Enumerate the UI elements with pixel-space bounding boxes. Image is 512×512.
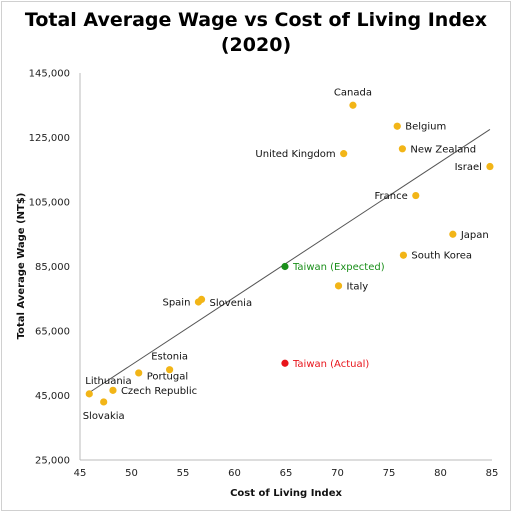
- y-axis-title: Total Average Wage (NT$): [16, 193, 27, 340]
- data-point: [334, 282, 343, 290]
- data-point: [486, 162, 494, 171]
- data-point: [399, 251, 408, 259]
- data-label: South Korea: [411, 251, 472, 262]
- data-label: Taiwan (Actual): [292, 359, 369, 370]
- data-point: [109, 386, 117, 394]
- y-tick-label: 65,000: [35, 327, 70, 338]
- data-label: Taiwan (Expected): [292, 262, 385, 273]
- data-label: Canada: [334, 87, 372, 98]
- data-label: Japan: [460, 230, 489, 241]
- trendline: [87, 129, 491, 394]
- y-tick-labels: 25,000 45,000 65,000 85,000 105,000 125,000 14…: [29, 69, 70, 467]
- x-tick-labels: 45 50 55 60 65 70 75 80 85: [74, 468, 499, 479]
- data-point: [393, 122, 401, 130]
- x-tick-label: 85: [486, 468, 499, 479]
- y-tick-label: 145,000: [29, 69, 70, 80]
- x-axis-title: Cost of Living Index: [230, 488, 342, 499]
- data-point: [398, 145, 406, 153]
- y-tick-label: 125,000: [29, 133, 70, 144]
- data-label: Spain: [162, 297, 190, 308]
- x-tick-label: 70: [331, 468, 344, 479]
- x-tick-label: 65: [280, 468, 293, 479]
- chart-title-line-1: Total Average Wage vs Cost of Living Ind…: [24, 9, 488, 31]
- x-tick-label: 50: [125, 468, 138, 479]
- data-label: Estonia: [151, 352, 188, 363]
- data-label: Slovakia: [83, 411, 125, 422]
- y-tick-label: 25,000: [35, 456, 70, 467]
- y-tick-label: 85,000: [35, 262, 70, 273]
- data-point: [100, 398, 108, 406]
- data-label: France: [375, 191, 408, 202]
- data-label: Portugal: [147, 371, 188, 382]
- data-point: [340, 150, 348, 158]
- y-tick-label: 105,000: [29, 198, 70, 209]
- data-label: Israel: [455, 162, 482, 173]
- x-tick-label: 60: [228, 468, 241, 479]
- data-label: Italy: [347, 281, 369, 292]
- data-point: [412, 191, 420, 200]
- data-label: Belgium: [405, 122, 446, 133]
- y-tick-label: 45,000: [35, 391, 70, 402]
- chart-title-line-2: (2020): [220, 34, 292, 56]
- data-label: Lithuania: [85, 376, 131, 387]
- data-point: [85, 390, 93, 398]
- data-point: [281, 359, 289, 367]
- data-points: Canada Belgium New Zealand United Kingdom Is…: [83, 87, 494, 422]
- data-label: Czech Republic: [121, 386, 197, 397]
- x-tick-label: 55: [177, 468, 190, 479]
- data-label: United Kingdom: [255, 149, 335, 160]
- data-label: Slovenia: [210, 298, 253, 309]
- data-point: [449, 230, 457, 238]
- chart-title: Total Average Wage vs Cost of Living Ind…: [0, 8, 512, 58]
- data-point: [349, 101, 357, 109]
- data-point: [135, 369, 143, 377]
- x-tick-label: 75: [383, 468, 396, 479]
- data-point: [281, 262, 289, 271]
- data-point: [166, 366, 174, 374]
- data-point: [197, 295, 206, 303]
- data-label: New Zealand: [410, 144, 476, 155]
- x-tick-label: 80: [434, 468, 447, 479]
- x-tick-label: 45: [74, 468, 87, 479]
